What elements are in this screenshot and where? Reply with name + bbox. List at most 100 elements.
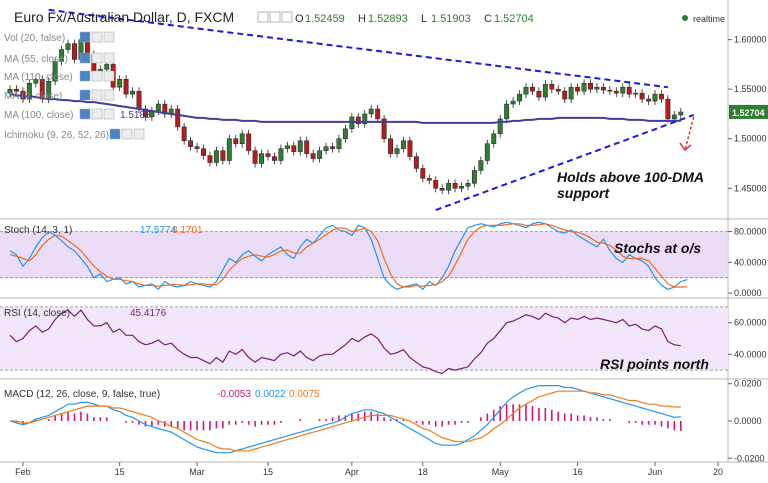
rsi-tick-label: 40.0000 [734, 349, 767, 359]
candle-body [497, 118, 503, 135]
macd-label: MACD (12, 26, close, 9, false, true) [4, 389, 160, 400]
candle-body [530, 86, 535, 92]
candle-body [14, 88, 19, 92]
candle-body [484, 143, 490, 161]
candle-body [317, 150, 323, 159]
candle-body [310, 153, 316, 159]
macd-hist-value: -0.0053 [217, 389, 251, 400]
header-icon-button [281, 11, 293, 23]
annotation-dma-line1: Holds above 100-DMA [557, 169, 704, 185]
macd-value: 0.0022 [255, 389, 286, 400]
stoch-k-line [9, 221, 688, 291]
candle-body [452, 183, 458, 189]
candle-body [633, 92, 639, 95]
candle-body [72, 43, 77, 60]
header-icon-button [269, 11, 281, 23]
candle-body [104, 64, 110, 70]
annotation-dma-line2: support [557, 185, 610, 201]
rsi-label: RSI (14, close) [4, 308, 70, 319]
study-icon-button [91, 52, 103, 64]
price-tick-label: 1.55000 [734, 84, 767, 94]
candle-body [401, 140, 406, 149]
ohlc-key: L [421, 13, 427, 25]
candle-body [575, 86, 581, 92]
candle-body [439, 188, 445, 191]
study-icon-button [103, 108, 115, 120]
chart-title: Euro Fx/Australian Dollar, D, FXCM [14, 9, 234, 25]
realtime-label: realtime [693, 14, 725, 24]
candle-body [175, 108, 181, 128]
candle-body [26, 82, 32, 100]
candle-body [355, 116, 361, 125]
candle-body [678, 111, 684, 116]
candle-body [136, 90, 142, 110]
candle-body [252, 150, 258, 164]
candle-body [433, 180, 439, 189]
candle-body [323, 146, 329, 151]
bearish-arrow-head [679, 142, 692, 152]
time-tick-label: 20 [713, 467, 723, 477]
time-tick-label: 15 [115, 467, 125, 477]
macd-line [9, 385, 681, 454]
macd-tick-label: 0.0000 [734, 416, 762, 426]
candle-body [471, 170, 477, 184]
candle-body [562, 90, 568, 100]
candle-body [272, 156, 277, 161]
time-tick-label: Mar [189, 467, 205, 477]
ohlc-value: 1.52893 [368, 13, 408, 25]
candle-body [52, 61, 58, 82]
candle-body [388, 138, 394, 154]
study-icon-button [79, 70, 91, 82]
candle-body [201, 148, 206, 156]
stoch-tick-label: 40.0000 [734, 257, 767, 267]
candle-body [123, 79, 129, 95]
candle-body [407, 140, 413, 157]
candle-body [600, 86, 606, 91]
stoch-tick-label: 80.0000 [734, 227, 767, 237]
chart-panels [0, 0, 768, 463]
study-icon-button [121, 128, 133, 140]
study-icon-button [79, 89, 91, 101]
signal-value: 0.0075 [289, 389, 320, 400]
time-tick-label: 16 [573, 467, 583, 477]
candle-body [155, 103, 161, 112]
annotation-stoch: Stochs at o/s [614, 240, 701, 256]
candle-body [213, 150, 219, 163]
candle-body [59, 49, 65, 62]
candle-body [226, 138, 232, 161]
candle-body [278, 148, 284, 161]
candle-body [304, 140, 310, 154]
candle-body [297, 140, 303, 152]
candle-body [342, 128, 348, 139]
last-price-value: 1.52704 [732, 108, 765, 118]
candle-body [181, 126, 187, 141]
ohlc-value: 1.52704 [494, 13, 534, 25]
ohlc-key: O [295, 13, 304, 25]
candle-body [65, 43, 71, 50]
candle-body [542, 83, 548, 98]
candle-body [394, 148, 400, 154]
candle-body [510, 100, 516, 105]
annotation-rsi: RSI points north [600, 356, 709, 372]
candle-body [665, 98, 671, 120]
study-label: MA (55, close) [4, 54, 68, 65]
candle-body [265, 153, 271, 157]
time-tick-label: 15 [263, 467, 273, 477]
candle-body [517, 93, 522, 102]
ma100-line [9, 93, 681, 124]
study-icon-button [79, 31, 91, 43]
candle-body [465, 183, 471, 187]
study-icon-button [103, 89, 115, 101]
trendline-upper [48, 8, 669, 89]
candle-body [639, 92, 645, 100]
study-icon-button [91, 70, 103, 82]
time-tick-label: Apr [345, 467, 359, 477]
candle-body [504, 103, 510, 120]
candle-body [284, 145, 290, 149]
candle-body [594, 86, 600, 90]
ohlc-key: H [358, 13, 366, 25]
candle-body [336, 138, 342, 149]
candle-body [478, 160, 484, 171]
study-label: MA (100, close) [4, 110, 73, 121]
